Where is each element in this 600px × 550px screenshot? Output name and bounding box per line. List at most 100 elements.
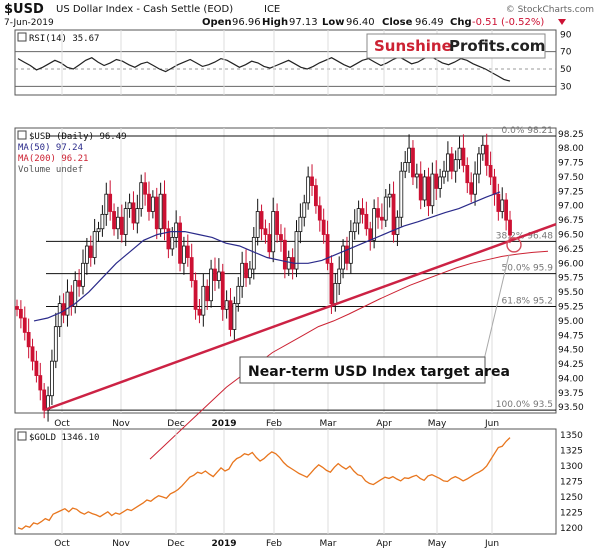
high-label: High (262, 17, 288, 28)
candle-body (345, 245, 349, 264)
candle-body (473, 173, 477, 195)
price-tick-label: 94.50 (558, 346, 584, 356)
ma200-legend: MA(200) 96.21 (18, 154, 88, 164)
candle-body (147, 193, 151, 212)
ma200-line (149, 250, 549, 460)
price-x-label: Apr (376, 419, 392, 429)
candle-body (61, 303, 66, 316)
candle-body (453, 159, 458, 172)
candle-body (112, 211, 116, 230)
candle-body (143, 182, 148, 195)
candle-body (341, 245, 345, 270)
annotation-box: Near-term USD Index target area (239, 356, 510, 384)
gold-line (17, 437, 511, 530)
price-tick-label: 97.00 (558, 202, 584, 212)
price-tick-label: 95.75 (558, 274, 584, 284)
gold-tick-label: 1350 (560, 431, 583, 441)
rsi-legend: RSI(14) 35.67 (17, 32, 99, 44)
candle-body (18, 308, 23, 319)
gold-tick-label: 1300 (560, 462, 583, 472)
price-panel (14, 127, 557, 414)
candle-body (310, 176, 314, 186)
price-tick-label: 98.25 (558, 130, 584, 140)
candle-body (174, 222, 179, 238)
gold-x-label: Jun (484, 539, 499, 549)
close-label: Close (382, 17, 413, 28)
candle-body (411, 147, 415, 178)
price-layer: 98.25 98.00 97.75 97.50 97.25 97.00 96.75 96.50… (15, 126, 584, 460)
ma50-legend: MA(50) 97.24 (18, 143, 83, 153)
price-tick-label: 93.50 (558, 403, 584, 413)
symbol: $USD (4, 2, 44, 17)
high-value: 97.13 (289, 17, 318, 28)
fib-label: 100.0% 93.5 (496, 400, 553, 410)
gold-tick-label: 1325 (560, 447, 583, 457)
candle-body (15, 306, 19, 310)
candle-body (96, 228, 101, 233)
rsi-tick-label: 50 (560, 65, 572, 75)
rsi-layer: 90 70 50 30 (15, 30, 572, 95)
gold-x-label: Dec (167, 539, 184, 549)
rsi-legend-text: RSI(14) 35.67 (29, 34, 99, 44)
candle-body (508, 219, 512, 236)
candle-body (414, 173, 419, 178)
price-tick-label: 94.75 (558, 331, 584, 341)
price-tick-label: 96.00 (558, 259, 584, 269)
candle-body (492, 176, 497, 195)
candle-body (26, 331, 31, 348)
gold-tick-label: 1200 (560, 524, 583, 534)
candle-body (34, 360, 39, 376)
candle-body (314, 185, 318, 207)
candle-body (178, 222, 182, 264)
candle-body (306, 176, 311, 204)
candle-body (88, 245, 93, 258)
price-tick-label: 94.25 (558, 360, 584, 370)
target-circle (506, 237, 522, 253)
candle-body (22, 317, 27, 333)
price-legend: $USD (Daily) 96.49 MA(50) 97.24 MA(200) … (17, 130, 127, 175)
chg-label: Chg (450, 17, 472, 28)
candle-body (271, 211, 276, 253)
gold-layer: 1350 1325 1300 1275 1250 1225 1200 Oct Nov Dec 201… (17, 429, 583, 549)
candle-body (150, 196, 155, 212)
candle-body (379, 216, 384, 221)
candle-body (391, 193, 396, 235)
annotation-text: Near-term USD Index target area (248, 364, 510, 380)
candle-body (77, 280, 82, 287)
candle-body (182, 245, 186, 264)
candle-body (465, 165, 470, 184)
candle-body (127, 202, 132, 210)
candle-body (496, 193, 501, 212)
ma50-line (33, 191, 501, 322)
gold-x-label: Feb (266, 539, 282, 549)
candle-body (438, 176, 443, 189)
candle-body (232, 303, 237, 330)
candle-body (244, 262, 248, 279)
candle-body (154, 196, 159, 230)
volume-legend: Volume undef (18, 165, 83, 175)
gold-tick-label: 1275 (560, 478, 583, 488)
candle-body (42, 389, 47, 411)
candle-body (209, 268, 213, 302)
price-tick-label: 93.75 (558, 389, 584, 399)
candle-body (185, 245, 190, 258)
pointer-line (483, 254, 510, 361)
price-tick-label: 95.50 (558, 288, 584, 298)
candle-body (170, 236, 175, 250)
candle-body (376, 208, 380, 218)
candle-body (469, 182, 474, 195)
candle-body (220, 271, 225, 310)
candle-body (213, 268, 217, 281)
price-tick-label: 95.00 (558, 317, 584, 327)
price-x-label: Feb (266, 419, 282, 429)
close-value: 96.49 (415, 17, 444, 28)
candle-body (457, 147, 462, 161)
low-value: 96.40 (346, 17, 375, 28)
candle-body (119, 216, 124, 235)
candle-body (65, 291, 70, 316)
gold-legend: $GOLD 1346.10 (17, 431, 99, 443)
low-label: Low (322, 17, 344, 28)
candle-body (461, 147, 466, 166)
candle-body (236, 285, 241, 305)
